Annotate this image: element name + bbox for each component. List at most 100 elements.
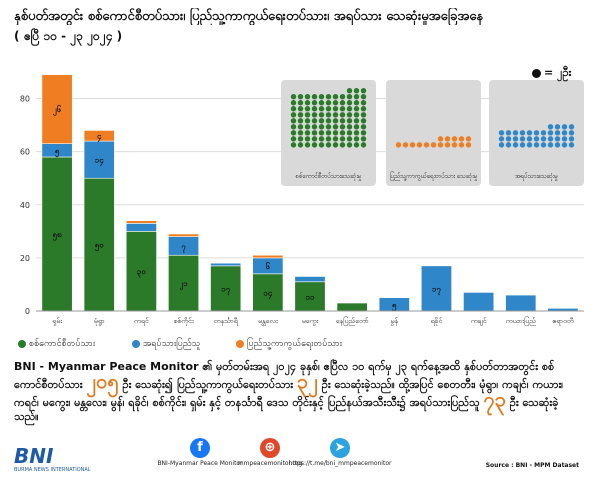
unit-dot: [290, 118, 297, 124]
unit-dot: [346, 88, 353, 94]
unit-dot: [297, 124, 304, 130]
unit-dot: [402, 142, 409, 148]
unit-dot: [465, 142, 472, 148]
unit-note: = ၂ဦး: [532, 66, 571, 82]
bar-segment: [83, 130, 115, 142]
unit-dot: [360, 130, 367, 136]
unit-dot: [297, 94, 304, 100]
unit-dot: [512, 142, 519, 148]
x-tick-label: ကရင်: [134, 317, 149, 326]
unit-dot: [318, 94, 325, 100]
unit-dot: [465, 136, 472, 142]
page-title: နှစ်ပတ်အတွင်း စစ်ကောင်စီတပ်သား၊ ပြည်သူ့က…: [14, 9, 484, 24]
unit-dot: [353, 88, 360, 94]
unit-card-label: အရပ်သားသေဆုံးမှု: [515, 172, 559, 181]
y-tick-label: 40: [20, 201, 30, 210]
bar-segment: [125, 220, 157, 224]
unit-dot: [540, 130, 547, 136]
unit-dot: [325, 124, 332, 130]
unit-dot: [353, 124, 360, 130]
facebook-icon: f: [190, 438, 210, 458]
unit-dot: [519, 136, 526, 142]
website-link[interactable]: ⊕ mmpeacemonitor.org: [237, 438, 303, 467]
unit-dot: [346, 136, 353, 142]
unit-dot: [311, 112, 318, 118]
data-label: ၄: [97, 132, 102, 144]
unit-dot: [561, 142, 568, 148]
legend-swatch: [132, 339, 140, 348]
bni-logo-subtitle: BURMA NEWS INTERNATIONAL: [14, 467, 91, 473]
unit-dot: [437, 136, 444, 142]
unit-dot: [360, 100, 367, 106]
unit-dot: [360, 136, 367, 142]
unit-card-label: စစ်ကောင်စီတပ်သားသေဆုံးမှု: [296, 172, 362, 181]
legend-swatch: [18, 339, 26, 348]
unit-dot: [297, 118, 304, 124]
x-tick-label: မွန်: [390, 317, 398, 326]
y-tick-label: 20: [20, 254, 30, 263]
x-tick-label: မုံရွာ: [94, 317, 105, 326]
x-tick-label: နေပြည်တော်: [336, 316, 369, 326]
unit-dot: [346, 94, 353, 100]
unit-dot: [561, 124, 568, 130]
unit-dot: [547, 136, 554, 142]
unit-dot: [360, 118, 367, 124]
unit-dot: [353, 106, 360, 112]
unit-dot: [554, 124, 561, 130]
data-label: ၁၇: [431, 284, 441, 296]
unit-dot: [325, 142, 332, 148]
telegram-link[interactable]: ➤ https://t.me/bni_mmpeacemonitor: [288, 438, 392, 467]
unit-dot: [346, 106, 353, 112]
unit-dot: [290, 124, 297, 130]
unit-dot: [304, 118, 311, 124]
page-subtitle: ( ဧပြီ ၁၀ - ၂၃ ၂၀၂၄ ): [14, 29, 123, 43]
legend-item-pdf: ပြည်သူ့ကာကွယ်ရေးတပ်သား: [236, 338, 342, 351]
unit-dot-icon: [532, 68, 541, 78]
bar-segment: [168, 233, 200, 237]
unit-dot: [561, 136, 568, 142]
unit-dot: [311, 130, 318, 136]
unit-dot: [339, 94, 346, 100]
unit-dot: [568, 136, 575, 142]
bar-segment: [336, 302, 368, 312]
unit-dot: [346, 124, 353, 130]
unit-dot: [444, 142, 451, 148]
unit-dot: [311, 100, 318, 106]
unit-dot: [332, 106, 339, 112]
unit-card: [386, 80, 481, 186]
unit-dot: [561, 130, 568, 136]
x-tick-label: ကယားပြည်: [506, 316, 537, 326]
unit-dot: [325, 94, 332, 100]
unit-dot: [304, 106, 311, 112]
unit-dot: [304, 112, 311, 118]
unit-dot: [339, 106, 346, 112]
unit-dot: [339, 136, 346, 142]
unit-dot: [353, 112, 360, 118]
unit-dot: [290, 136, 297, 142]
data-label: ၅: [55, 146, 60, 158]
unit-dot: [304, 124, 311, 130]
unit-dot: [430, 142, 437, 148]
unit-dot: [409, 142, 416, 148]
unit-dot: [311, 124, 318, 130]
bar-segment: [83, 177, 115, 312]
unit-dot: [297, 142, 304, 148]
data-label: ၁၄: [262, 288, 273, 300]
unit-dot: [346, 100, 353, 106]
telegram-icon: ➤: [330, 438, 350, 458]
bar-segment: [83, 140, 115, 179]
unit-dot: [332, 118, 339, 124]
unit-dot: [311, 118, 318, 124]
unit-dot: [332, 100, 339, 106]
unit-dot: [339, 130, 346, 136]
unit-dot: [423, 142, 430, 148]
unit-dot: [318, 130, 325, 136]
facebook-link[interactable]: f BNI-Myanmar Peace Monitor: [157, 438, 243, 467]
unit-dot: [554, 130, 561, 136]
unit-dot: [512, 136, 519, 142]
unit-dot: [332, 142, 339, 148]
bar-segment: [505, 294, 537, 312]
unit-dot: [290, 100, 297, 106]
bni-logo: BNI: [14, 444, 54, 468]
summary-note: BNI - Myanmar Peace Monitor ၏ မှတ်တမ်းအရ…: [14, 360, 563, 423]
